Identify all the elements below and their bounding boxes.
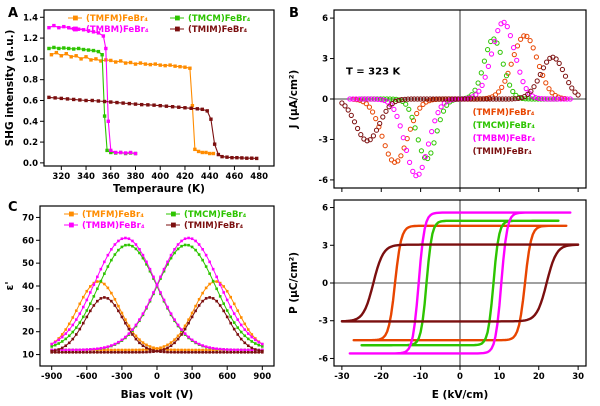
svg-text:6: 6 <box>322 14 328 24</box>
svg-text:0.8: 0.8 <box>23 76 38 86</box>
svg-text:(TMFM)FeBr₄: (TMFM)FeBr₄ <box>82 210 144 220</box>
svg-text:J (μA/cm²): J (μA/cm²) <box>288 70 300 130</box>
svg-text:P (μC/cm²): P (μC/cm²) <box>288 252 300 314</box>
svg-text:0.4: 0.4 <box>23 117 38 127</box>
panel-label-c: C <box>8 200 18 215</box>
current-density-loop-chart: -6 -3 0 3 6 J (μA/cm²) T = 323 K (TMFM)FeBr₄ (TM… <box>286 2 598 196</box>
svg-text:E (kV/cm): E (kV/cm) <box>432 389 489 401</box>
svg-text:10: 10 <box>22 351 34 361</box>
svg-text:(TMFM)FeBr₄: (TMFM)FeBr₄ <box>86 14 148 24</box>
svg-text:(TMFM)FeBr₄: (TMFM)FeBr₄ <box>473 108 535 118</box>
svg-text:-6: -6 <box>319 354 329 364</box>
svg-text:T = 323 K: T = 323 K <box>346 67 402 78</box>
svg-text:(TMCM)FeBr₄: (TMCM)FeBr₄ <box>188 14 251 24</box>
svg-text:SHG intensity (a.u.): SHG intensity (a.u.) <box>4 30 16 147</box>
svg-text:60: 60 <box>22 236 34 246</box>
svg-text:900: 900 <box>253 372 271 382</box>
panel-label-a: A <box>8 6 19 21</box>
svg-text:3: 3 <box>322 55 328 65</box>
permittivity-bias-chart: -900 -600 -300 0 300 600 900 10 20 30 40 50 60 70 Bias… <box>2 198 282 404</box>
svg-text:0.0: 0.0 <box>23 159 38 169</box>
svg-text:600: 600 <box>218 372 236 382</box>
svg-text:420: 420 <box>176 172 194 182</box>
svg-text:(TMBM)FeBr₄: (TMBM)FeBr₄ <box>82 221 145 231</box>
svg-text:20: 20 <box>22 328 34 338</box>
svg-text:1.2: 1.2 <box>23 34 38 44</box>
svg-text:(TMIM)FeBr₄: (TMIM)FeBr₄ <box>188 25 248 35</box>
svg-text:0: 0 <box>457 372 463 382</box>
svg-text:Bias volt (V): Bias volt (V) <box>121 389 194 401</box>
svg-text:460: 460 <box>226 172 244 182</box>
panel-label-b: B <box>289 6 299 21</box>
svg-text:20: 20 <box>533 372 545 382</box>
svg-text:-6: -6 <box>319 176 329 186</box>
svg-text:-300: -300 <box>111 372 132 382</box>
svg-text:480: 480 <box>250 172 268 182</box>
svg-text:(TMBM)FeBr₄: (TMBM)FeBr₄ <box>86 25 149 35</box>
svg-text:-30: -30 <box>334 372 349 382</box>
svg-text:(TMCM)FeBr₄: (TMCM)FeBr₄ <box>473 121 536 131</box>
svg-text:360: 360 <box>102 172 120 182</box>
svg-text:30: 30 <box>572 372 584 382</box>
svg-text:50: 50 <box>22 259 34 269</box>
svg-text:0: 0 <box>322 279 328 289</box>
svg-text:6: 6 <box>322 204 328 214</box>
shg-intensity-chart: 320 340 360 380 400 420 440 460 480 0.0 0.2 0.4 0.6 0… <box>2 2 282 198</box>
svg-text:300: 300 <box>183 372 201 382</box>
svg-text:ε': ε' <box>4 281 16 290</box>
svg-text:(TMCM)FeBr₄: (TMCM)FeBr₄ <box>184 210 247 220</box>
svg-text:70: 70 <box>22 213 34 223</box>
svg-text:0: 0 <box>322 95 328 105</box>
svg-text:-3: -3 <box>319 135 329 145</box>
svg-text:400: 400 <box>151 172 169 182</box>
svg-text:0.2: 0.2 <box>23 138 38 148</box>
svg-text:3: 3 <box>322 241 328 251</box>
svg-text:10: 10 <box>493 372 505 382</box>
svg-text:30: 30 <box>22 305 34 315</box>
polarization-hysteresis-chart: -30 -20 -10 0 10 20 30 -6 -3 0 3 6 E (kV/cm) P (μC/cm… <box>286 196 598 404</box>
svg-text:1.4: 1.4 <box>23 13 38 23</box>
svg-text:-20: -20 <box>374 372 389 382</box>
svg-text:1.0: 1.0 <box>23 55 38 65</box>
svg-text:Temperaure (K): Temperaure (K) <box>113 183 205 195</box>
svg-text:0.6: 0.6 <box>23 96 38 106</box>
svg-text:340: 340 <box>77 172 95 182</box>
svg-text:380: 380 <box>127 172 145 182</box>
svg-text:-900: -900 <box>41 372 62 382</box>
svg-text:(TMIM)FeBr₄: (TMIM)FeBr₄ <box>473 147 533 157</box>
svg-text:-3: -3 <box>319 317 329 327</box>
svg-text:40: 40 <box>22 282 34 292</box>
svg-text:440: 440 <box>201 172 219 182</box>
svg-text:(TMIM)FeBr₄: (TMIM)FeBr₄ <box>184 221 244 231</box>
svg-text:-10: -10 <box>413 372 428 382</box>
svg-text:(TMBM)FeBr₄: (TMBM)FeBr₄ <box>473 134 536 144</box>
svg-text:320: 320 <box>52 172 70 182</box>
svg-text:0: 0 <box>154 372 160 382</box>
svg-text:-600: -600 <box>76 372 97 382</box>
